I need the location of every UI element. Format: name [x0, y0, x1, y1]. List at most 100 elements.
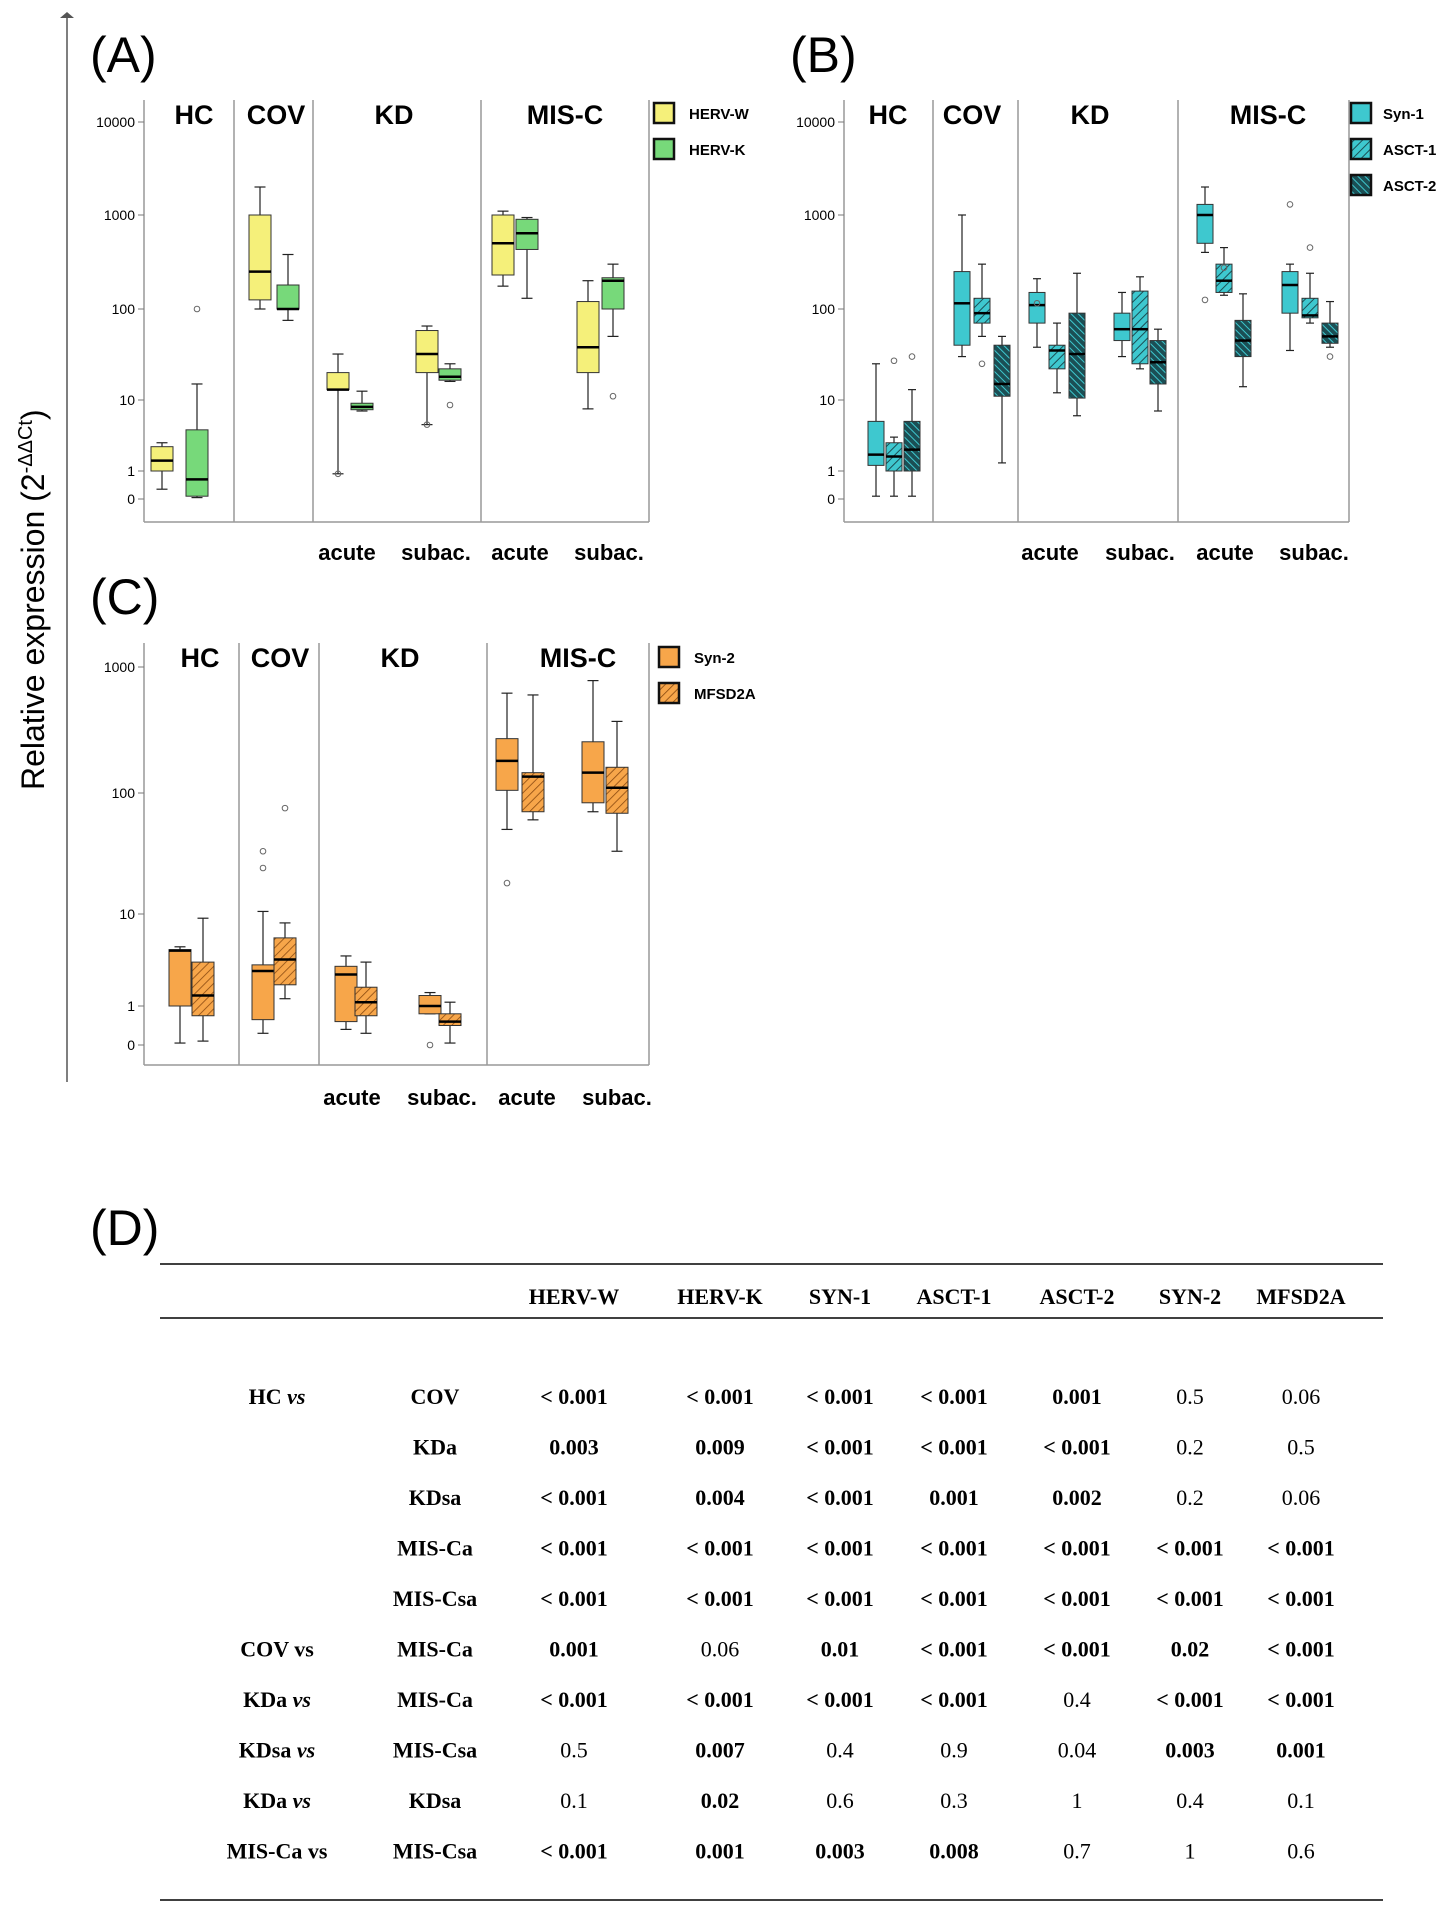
- outlier: [259, 864, 267, 872]
- table-cell: < 0.001: [920, 1687, 988, 1712]
- y-tick-label: 1: [127, 463, 135, 479]
- box-MFSD2A-4: [521, 694, 545, 821]
- legend-swatch: [652, 137, 676, 161]
- box: [973, 297, 991, 324]
- table-cell: 0.2: [1176, 1485, 1204, 1510]
- outlier: [1286, 201, 1294, 208]
- table-cell: 0.7: [1063, 1839, 1091, 1864]
- group-label: KD: [381, 643, 420, 673]
- table-cell: 0.01: [821, 1637, 860, 1662]
- table-cell: 0.06: [1282, 1485, 1321, 1510]
- table-row-compare: KDa: [413, 1435, 457, 1460]
- box-Syn-1-5: [1281, 201, 1299, 352]
- legend-entry: Syn-2: [694, 650, 735, 667]
- box: [1281, 271, 1299, 314]
- box: [185, 429, 209, 497]
- subgroup-label: acute: [1021, 540, 1078, 565]
- table-cell: < 0.001: [686, 1586, 754, 1611]
- y-tick-label: 1: [827, 463, 835, 479]
- box-HERV-K-5: [601, 263, 625, 400]
- subgroup-label: subac.: [1105, 540, 1175, 565]
- subgroup-label: acute: [498, 1085, 555, 1110]
- box-HERV-W-5: [576, 280, 600, 410]
- panel-label: (A): [90, 27, 157, 83]
- table-column-header: ASCT-2: [1040, 1284, 1115, 1309]
- table-cell: 0.1: [560, 1788, 588, 1813]
- box: [251, 964, 275, 1021]
- box-Syn-1-1: [953, 214, 971, 358]
- box-HERV-W-3: [415, 325, 439, 428]
- box-MFSD2A-1: [273, 804, 297, 1000]
- table-cell: 0.02: [701, 1788, 740, 1813]
- box: [326, 372, 350, 391]
- box-ASCT-1-4: [1215, 246, 1233, 296]
- box: [276, 284, 300, 310]
- outlier: [1201, 296, 1209, 304]
- outlier: [503, 879, 511, 887]
- table-cell: 0.001: [929, 1485, 979, 1510]
- table-cell: 0.06: [1282, 1384, 1321, 1409]
- outlier: [1220, 264, 1228, 272]
- y-tick-label: 100: [112, 301, 136, 317]
- table-row-compare: KDsa: [409, 1485, 462, 1510]
- box: [273, 937, 297, 986]
- table-cell: < 0.001: [920, 1536, 988, 1561]
- box-ASCT-2-1: [993, 335, 1011, 464]
- table-cell: 0.009: [695, 1435, 745, 1460]
- group-label: COV: [943, 100, 1002, 130]
- table-cell: < 0.001: [1043, 1435, 1111, 1460]
- table-cell: 0.02: [1171, 1637, 1210, 1662]
- table-cell: < 0.001: [806, 1435, 874, 1460]
- box: [418, 995, 442, 1015]
- legend-entry: ASCT-2: [1383, 178, 1436, 195]
- box: [1321, 322, 1339, 344]
- table-cell: < 0.001: [1156, 1687, 1224, 1712]
- box: [1048, 344, 1066, 370]
- box: [1196, 203, 1214, 244]
- table-cell: < 0.001: [806, 1485, 874, 1510]
- subgroup-label: subac.: [407, 1085, 477, 1110]
- panel-label: (C): [90, 569, 159, 625]
- table-cell: 0.008: [929, 1839, 979, 1864]
- table-cell: < 0.001: [1043, 1637, 1111, 1662]
- group-label: HC: [181, 643, 220, 673]
- subgroup-label: acute: [1196, 540, 1253, 565]
- table-cell: 0.5: [1287, 1435, 1315, 1460]
- legend-entry: MFSD2A: [694, 686, 756, 703]
- box: [576, 301, 600, 374]
- box: [1131, 290, 1149, 365]
- group-label: KD: [1071, 100, 1110, 130]
- panel-label: (D): [90, 1200, 159, 1256]
- box: [1028, 291, 1046, 324]
- box-Syn-2-3: [418, 991, 442, 1049]
- table-cell: 0.6: [826, 1788, 854, 1813]
- box-HERV-W-1: [248, 186, 272, 310]
- table-cell: < 0.001: [540, 1384, 608, 1409]
- box-ASCT-1-3: [1131, 276, 1149, 370]
- table-row-compare: COV: [411, 1384, 460, 1409]
- legend-entry: ASCT-1: [1383, 142, 1436, 159]
- box-ASCT-2-4: [1234, 293, 1252, 388]
- box-HERV-K-0: [185, 305, 209, 499]
- table-cell: 0.06: [701, 1637, 740, 1662]
- box: [191, 961, 215, 1017]
- y-tick-label: 1: [127, 998, 135, 1014]
- y-tick-label: 10: [119, 392, 135, 408]
- group-label: COV: [251, 643, 310, 673]
- outlier: [193, 305, 201, 313]
- box-MFSD2A-2: [354, 961, 378, 1034]
- table-cell: 0.04: [1058, 1738, 1097, 1763]
- outlier: [1306, 244, 1314, 251]
- table-cell: < 0.001: [540, 1586, 608, 1611]
- box: [415, 330, 439, 374]
- table-cell: < 0.001: [540, 1687, 608, 1712]
- table-row-compare: MIS-Csa: [393, 1586, 477, 1611]
- group-label: MIS-C: [527, 100, 604, 130]
- outlier: [908, 353, 916, 360]
- table-cell: < 0.001: [806, 1536, 874, 1561]
- box-HERV-K-3: [438, 363, 462, 409]
- table-row-group: MIS-Ca vs: [227, 1839, 328, 1864]
- outlier: [978, 360, 986, 368]
